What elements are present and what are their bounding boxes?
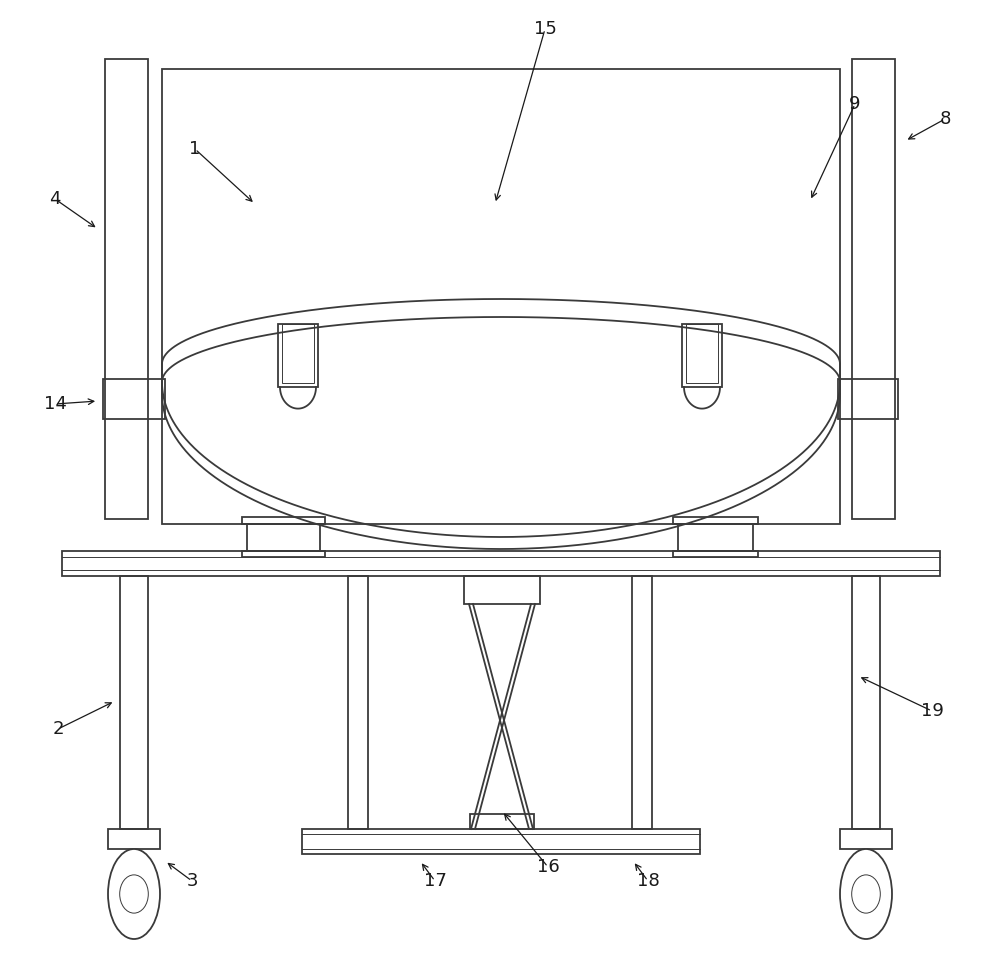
Bar <box>120 576 148 829</box>
Bar <box>686 324 718 383</box>
Bar <box>242 551 325 557</box>
Bar <box>62 551 940 576</box>
Bar <box>673 517 758 524</box>
Bar <box>162 69 840 524</box>
Bar <box>105 59 148 519</box>
Bar <box>632 576 652 829</box>
Bar <box>247 524 320 551</box>
Bar <box>673 551 758 557</box>
Ellipse shape <box>840 849 892 939</box>
Text: 1: 1 <box>189 140 201 158</box>
Bar <box>838 379 898 419</box>
Bar <box>108 829 160 849</box>
Ellipse shape <box>108 849 160 939</box>
Text: 4: 4 <box>49 190 61 208</box>
Text: 3: 3 <box>186 872 198 890</box>
Text: 15: 15 <box>534 20 556 38</box>
Text: 9: 9 <box>849 95 861 113</box>
Text: 17: 17 <box>424 872 446 890</box>
Bar <box>103 379 165 419</box>
Bar <box>470 814 534 829</box>
Ellipse shape <box>120 875 148 913</box>
Bar <box>852 59 895 519</box>
Text: 18: 18 <box>637 872 659 890</box>
Bar <box>282 324 314 383</box>
Bar <box>348 576 368 829</box>
Text: 2: 2 <box>52 720 64 738</box>
Bar <box>278 324 318 387</box>
Bar <box>852 576 880 829</box>
Bar <box>682 324 722 387</box>
Text: 14: 14 <box>44 395 66 413</box>
Bar <box>242 517 325 524</box>
Text: 8: 8 <box>939 110 951 128</box>
Text: 16: 16 <box>537 858 559 876</box>
Bar <box>840 829 892 849</box>
Ellipse shape <box>852 875 880 913</box>
Bar <box>302 829 700 854</box>
Bar <box>464 576 540 604</box>
Text: 19: 19 <box>921 702 943 720</box>
Bar <box>678 524 753 551</box>
